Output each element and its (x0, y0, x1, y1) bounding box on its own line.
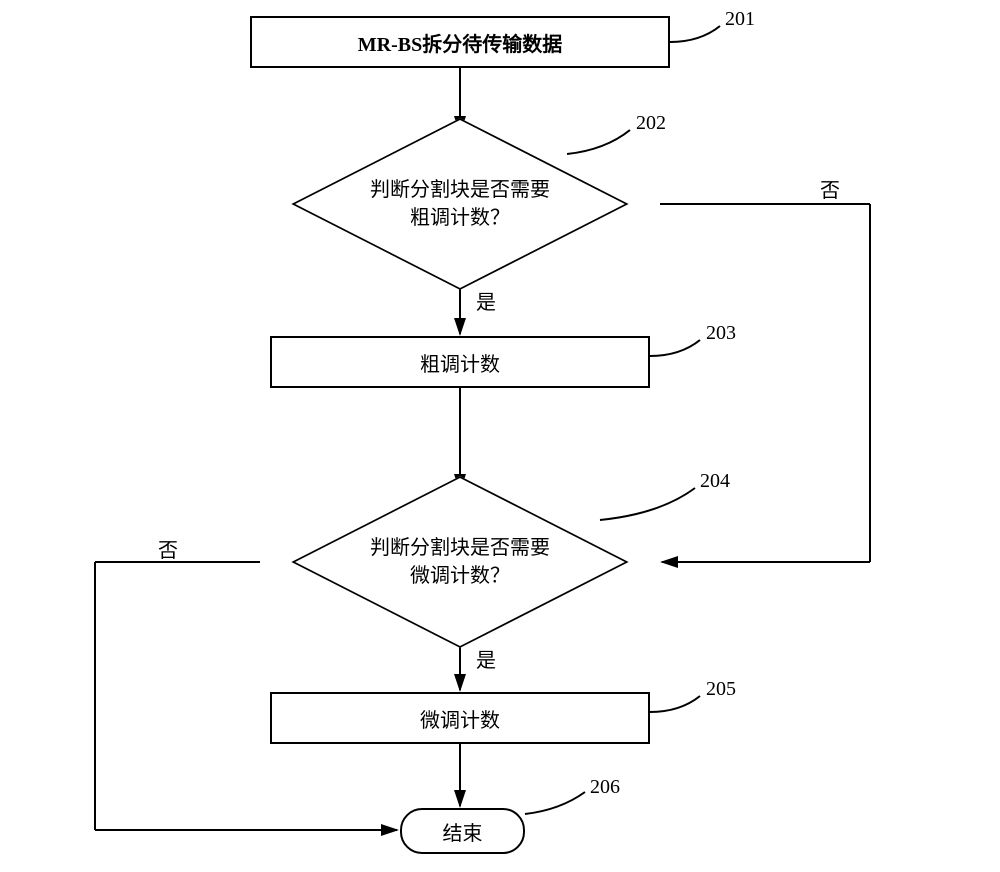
edge-202-no: 否 (820, 174, 840, 203)
node-202: 判断分割块是否需要 粗调计数？ (260, 132, 660, 276)
flowchart-canvas: MR-BS拆分待传输数据 201 判断分割块是否需要 粗调计数？ 202 是 否… (0, 0, 1000, 872)
node-201-num: 201 (725, 8, 755, 31)
node-203-num: 203 (706, 322, 736, 345)
edge-202-yes: 是 (476, 286, 496, 315)
node-201: MR-BS拆分待传输数据 (250, 16, 670, 68)
node-205: 微调计数 (270, 692, 650, 744)
node-202-label: 判断分割块是否需要 粗调计数？ (370, 176, 550, 232)
node-201-label: MR-BS拆分待传输数据 (358, 28, 562, 57)
node-204: 判断分割块是否需要 微调计数？ (260, 490, 660, 634)
edge-204-no: 否 (158, 534, 178, 563)
node-202-num: 202 (636, 112, 666, 135)
node-206-num: 206 (590, 776, 620, 799)
node-205-label: 微调计数 (420, 704, 500, 733)
node-206-label: 结束 (443, 817, 483, 846)
node-206: 结束 (400, 808, 525, 854)
node-203-label: 粗调计数 (420, 348, 500, 377)
node-203: 粗调计数 (270, 336, 650, 388)
edge-204-yes: 是 (476, 644, 496, 673)
node-204-label: 判断分割块是否需要 微调计数？ (370, 534, 550, 590)
node-204-num: 204 (700, 470, 730, 493)
node-205-num: 205 (706, 678, 736, 701)
